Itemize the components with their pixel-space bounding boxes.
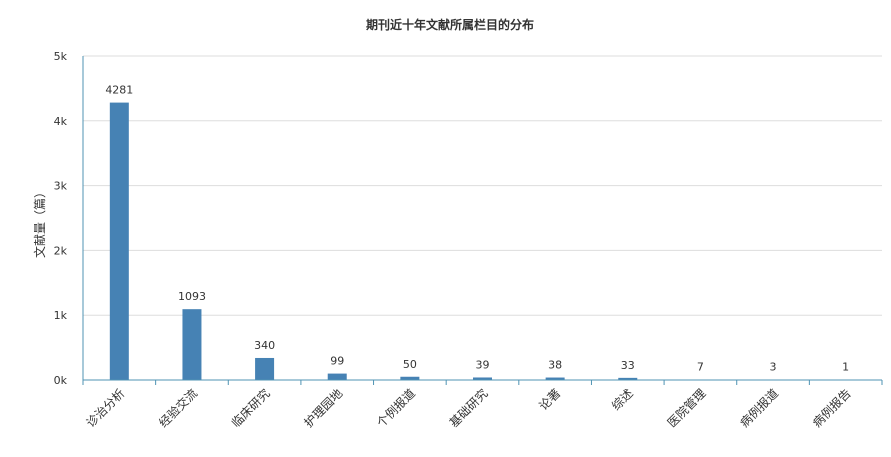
x-tick-label: 医院管理 xyxy=(664,386,709,431)
bar[interactable] xyxy=(182,309,202,380)
x-tick-label: 基础研究 xyxy=(446,386,491,431)
data-label: 340 xyxy=(254,339,275,352)
bar[interactable] xyxy=(327,373,347,380)
x-tick-label: 个例报道 xyxy=(373,386,418,431)
bar[interactable] xyxy=(400,376,420,380)
data-label: 7 xyxy=(697,361,704,374)
bar[interactable] xyxy=(109,102,129,381)
x-tick-label: 病例报告 xyxy=(809,386,854,431)
y-tick-label: 0k xyxy=(54,374,68,387)
x-tick-label: 护理园地 xyxy=(301,386,345,430)
data-label: 50 xyxy=(403,358,417,371)
x-tick-label: 论著 xyxy=(536,386,563,413)
data-label: 39 xyxy=(476,358,490,371)
y-axis-label: 文献量（篇） xyxy=(32,186,47,258)
y-tick-label: 1k xyxy=(54,309,68,322)
data-label: 3 xyxy=(770,361,777,374)
bar[interactable] xyxy=(255,357,275,380)
data-label: 99 xyxy=(330,355,344,368)
data-label: 4281 xyxy=(105,84,133,97)
x-tick-label: 经验交流 xyxy=(156,386,201,431)
data-label: 33 xyxy=(621,359,635,372)
data-labels: 4281 1093 340 99 50 39 38 33 7 3 1 xyxy=(105,84,849,374)
bar[interactable] xyxy=(618,377,638,380)
chart-title: 期刊近十年文献所属栏目的分布 xyxy=(366,17,534,32)
x-tick-label: 临床研究 xyxy=(228,386,273,431)
data-label: 38 xyxy=(548,359,562,372)
bar[interactable] xyxy=(473,377,492,380)
data-label: 1093 xyxy=(178,290,206,303)
x-tick-label: 病例报道 xyxy=(737,386,782,431)
bars xyxy=(109,102,856,381)
data-label: 1 xyxy=(842,361,849,374)
x-tick-label: 诊治分析 xyxy=(84,386,128,430)
y-tick-label: 4k xyxy=(54,115,68,128)
grid-lines xyxy=(83,55,882,316)
y-tick-label: 2k xyxy=(54,244,68,257)
y-tick-label: 3k xyxy=(54,180,68,193)
x-tick-label: 综述 xyxy=(609,386,636,413)
y-tick-label: 5k xyxy=(54,50,68,63)
bar[interactable] xyxy=(545,377,565,380)
axes: 0k 1k 2k 3k 4k 5k 诊治分析 经验交流 临床研究 护理园地 个例报道 基础研究 论著 综述… xyxy=(54,50,883,431)
